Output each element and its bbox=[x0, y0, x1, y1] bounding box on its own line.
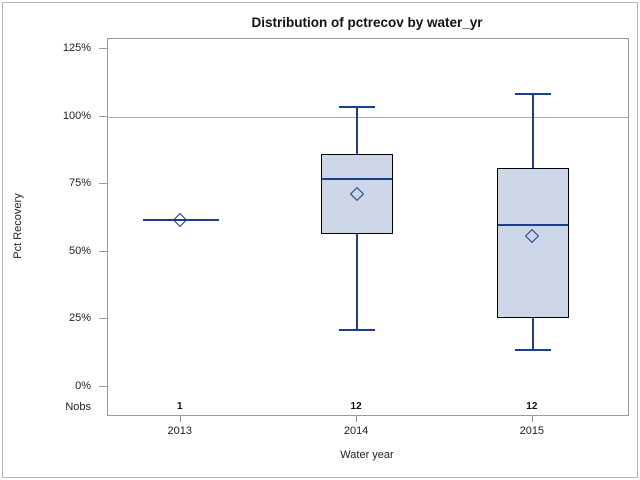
y-tick-label: 25% bbox=[68, 312, 91, 324]
box-2015 bbox=[496, 167, 569, 318]
y-tick-mark bbox=[99, 183, 107, 184]
nobs-value-2015: 12 bbox=[526, 401, 538, 412]
x-tick-label-2013: 2013 bbox=[167, 425, 193, 437]
y-tick-label: 75% bbox=[68, 177, 91, 189]
y-tick-mark bbox=[99, 250, 107, 252]
median-line-2013 bbox=[142, 219, 219, 222]
y-tick-label: 50% bbox=[68, 244, 91, 257]
x-tick-label-2014: 2014 bbox=[343, 425, 369, 437]
y-tick-label: 125% bbox=[62, 42, 91, 54]
x-tick-mark bbox=[356, 416, 358, 422]
x-tick-mark bbox=[179, 416, 181, 422]
y-tick-mark bbox=[99, 48, 107, 49]
box-2014 bbox=[321, 154, 394, 234]
y-tick-label: 100% bbox=[62, 109, 91, 122]
median-line-2014 bbox=[322, 177, 393, 180]
y-tick-mark bbox=[99, 115, 107, 117]
chart-title: Distribution of pctrecov by water_yr bbox=[251, 15, 483, 30]
median-line-2015 bbox=[497, 223, 568, 226]
whisker-cap-top-2015 bbox=[514, 92, 551, 95]
y-tick-mark bbox=[99, 318, 107, 319]
nobs-value-2014: 12 bbox=[350, 401, 362, 412]
plot-area bbox=[107, 38, 629, 416]
y-tick-label: 0% bbox=[75, 379, 91, 392]
whisker-cap-bottom-2015 bbox=[514, 349, 551, 352]
x-axis-title: Water year bbox=[340, 449, 394, 461]
reference-line-100pct bbox=[108, 116, 628, 118]
x-tick-mark bbox=[531, 416, 533, 422]
nobs-value-2013: 1 bbox=[177, 401, 183, 412]
whisker-cap-bottom-2014 bbox=[339, 328, 376, 331]
y-tick-mark bbox=[99, 385, 107, 387]
nobs-row-label: Nobs bbox=[65, 401, 91, 413]
whisker-cap-top-2014 bbox=[339, 106, 376, 109]
x-tick-label-2015: 2015 bbox=[519, 425, 545, 437]
mean-marker-2013 bbox=[173, 212, 188, 228]
y-axis-title: Pct Recovery bbox=[12, 193, 24, 259]
